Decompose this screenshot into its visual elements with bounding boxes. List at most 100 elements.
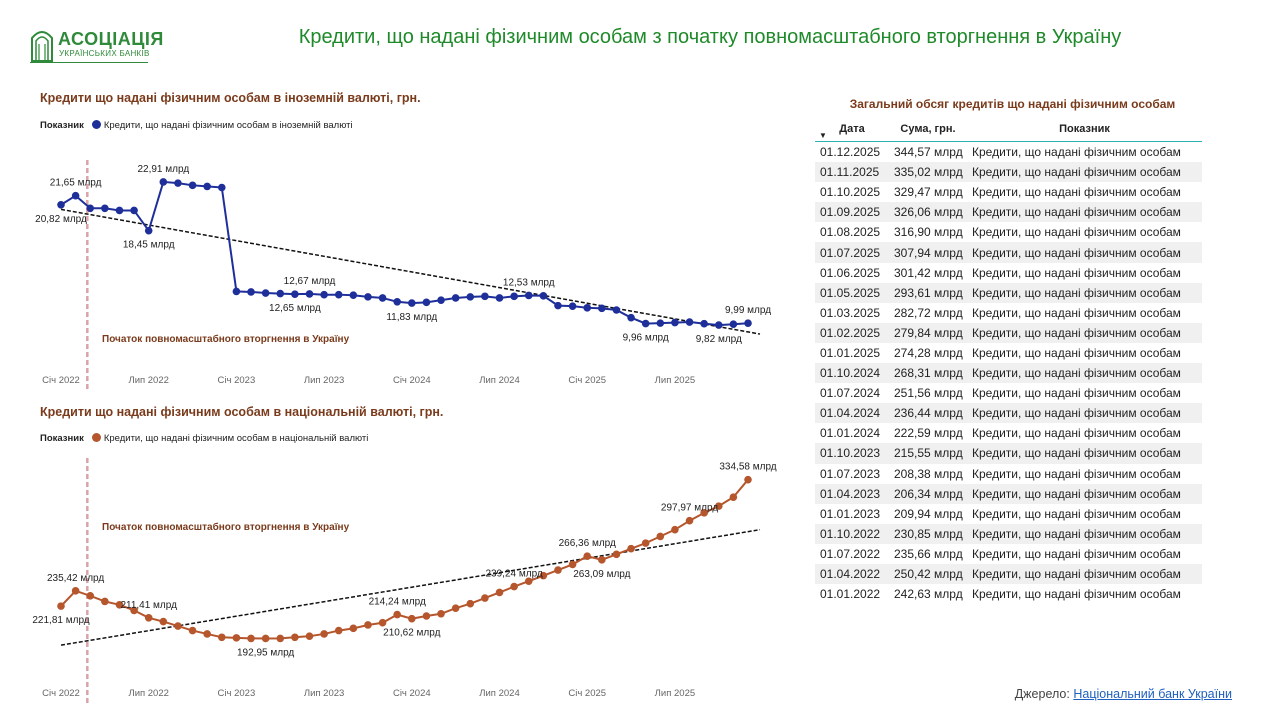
table-row[interactable]: 01.04.2024 236,44 млрд Кредити, що надані … xyxy=(815,403,1202,424)
data-point[interactable] xyxy=(305,632,314,640)
table-row[interactable]: 01.12.2025 344,57 млрд Кредити, що надані … xyxy=(815,142,1202,163)
data-point[interactable] xyxy=(598,556,606,564)
data-point[interactable] xyxy=(217,633,226,642)
data-point[interactable] xyxy=(510,582,518,591)
data-point[interactable] xyxy=(393,297,401,306)
header-sum[interactable]: Сума, грн. xyxy=(900,123,956,135)
data-point[interactable] xyxy=(685,318,694,326)
data-point[interactable] xyxy=(729,493,738,501)
data-point[interactable] xyxy=(378,618,387,627)
data-point[interactable] xyxy=(174,622,182,630)
data-point[interactable] xyxy=(232,287,241,296)
table-row[interactable]: 01.04.2023 206,34 млрд Кредити, що надані … xyxy=(815,483,1202,504)
data-point[interactable] xyxy=(320,290,328,299)
table-row[interactable]: 01.07.2023 208,38 млрд Кредити, що надані … xyxy=(815,464,1202,484)
data-point[interactable] xyxy=(495,294,504,302)
data-point[interactable] xyxy=(393,610,401,619)
data-point[interactable] xyxy=(539,571,548,580)
data-point[interactable] xyxy=(700,509,708,517)
data-point[interactable] xyxy=(714,321,723,329)
data-point[interactable] xyxy=(656,532,665,541)
data-point[interactable] xyxy=(495,588,504,597)
data-point[interactable] xyxy=(671,525,679,534)
data-point[interactable] xyxy=(378,294,387,302)
table-row[interactable]: 01.10.2024 268,31 млрд Кредити, що надані … xyxy=(815,363,1202,384)
data-point[interactable] xyxy=(612,550,621,559)
data-point[interactable] xyxy=(232,634,241,642)
data-point[interactable] xyxy=(320,630,328,638)
data-point[interactable] xyxy=(57,200,65,209)
table-row[interactable]: 01.05.2025 293,61 млрд Кредити, що надані … xyxy=(815,282,1202,303)
table-row[interactable]: 01.01.2022 242,63 млрд Кредити, що надані … xyxy=(815,584,1202,604)
data-point[interactable] xyxy=(261,289,270,297)
data-point[interactable] xyxy=(568,560,577,569)
data-point[interactable] xyxy=(349,624,358,633)
source-link[interactable]: Національний банк України xyxy=(1073,687,1232,701)
data-point[interactable] xyxy=(524,577,533,586)
data-point[interactable] xyxy=(408,299,416,307)
data-point[interactable] xyxy=(86,204,95,213)
data-point[interactable] xyxy=(217,183,226,192)
table-row[interactable]: 01.10.2022 230,85 млрд Кредити, що надані … xyxy=(815,523,1202,544)
data-point[interactable] xyxy=(86,592,95,600)
data-point[interactable] xyxy=(583,552,592,560)
data-point[interactable] xyxy=(130,606,138,615)
data-point[interactable] xyxy=(305,290,314,298)
legend-series-national[interactable]: Кредити, що надані фізичним особам в нац… xyxy=(103,433,369,444)
data-point[interactable] xyxy=(583,304,592,312)
data-point[interactable] xyxy=(71,191,80,200)
data-point[interactable] xyxy=(466,599,475,608)
data-point[interactable] xyxy=(334,290,343,299)
table-row[interactable]: 01.09.2025 326,06 млрд Кредити, що надані … xyxy=(815,202,1202,223)
data-point[interactable] xyxy=(101,204,109,213)
table-row[interactable]: 01.07.2024 251,56 млрд Кредити, що надані … xyxy=(815,383,1202,403)
data-point[interactable] xyxy=(714,502,723,510)
data-point[interactable] xyxy=(115,600,124,609)
data-point[interactable] xyxy=(349,291,358,300)
data-point[interactable] xyxy=(101,597,109,606)
data-point[interactable] xyxy=(641,539,650,547)
data-point[interactable] xyxy=(685,516,694,525)
table-row[interactable]: 01.11.2025 335,02 млрд Кредити, що надані … xyxy=(815,162,1202,183)
data-point[interactable] xyxy=(700,319,708,328)
table-row[interactable]: 01.02.2025 279,84 млрд Кредити, що надані … xyxy=(815,322,1202,343)
data-point[interactable] xyxy=(130,206,138,215)
data-point[interactable] xyxy=(612,306,621,314)
data-point[interactable] xyxy=(524,291,533,300)
table-row[interactable]: 01.04.2022 250,42 млрд Кредити, що надані … xyxy=(815,563,1202,585)
data-point[interactable] xyxy=(71,587,80,595)
data-point[interactable] xyxy=(568,302,577,310)
sort-desc-icon[interactable]: ▼ xyxy=(819,131,827,140)
data-point[interactable] xyxy=(466,293,475,301)
data-point[interactable] xyxy=(203,630,211,638)
data-point[interactable] xyxy=(291,633,299,642)
table-row[interactable]: 01.07.2025 307,94 млрд Кредити, що надані … xyxy=(815,242,1202,263)
data-point[interactable] xyxy=(451,294,460,302)
table-row[interactable]: 01.01.2024 222,59 млрд Кредити, що надані … xyxy=(815,423,1202,443)
data-point[interactable] xyxy=(144,613,153,622)
table-row[interactable]: 01.08.2025 316,90 млрд Кредити, що надані … xyxy=(815,222,1202,242)
data-point[interactable] xyxy=(481,292,489,301)
data-point[interactable] xyxy=(451,604,460,612)
data-point[interactable] xyxy=(481,594,489,602)
header-indicator[interactable]: Показник xyxy=(1059,123,1110,135)
data-point[interactable] xyxy=(364,293,372,301)
data-point[interactable] xyxy=(744,475,752,484)
data-point[interactable] xyxy=(188,626,197,635)
data-point[interactable] xyxy=(57,602,65,610)
data-point[interactable] xyxy=(627,313,635,322)
legend-series-foreign[interactable]: Кредити, що надані фізичним особам в іно… xyxy=(103,120,353,131)
header-date[interactable]: ▼ Дата xyxy=(815,117,889,142)
data-point[interactable] xyxy=(729,320,738,329)
data-point[interactable] xyxy=(364,621,372,629)
data-point[interactable] xyxy=(744,319,752,328)
data-point[interactable] xyxy=(422,612,431,620)
data-point[interactable] xyxy=(276,289,285,298)
data-point[interactable] xyxy=(641,319,650,328)
table-row[interactable]: 01.10.2025 329,47 млрд Кредити, що надані … xyxy=(815,182,1202,202)
data-point[interactable] xyxy=(554,301,562,310)
data-point[interactable] xyxy=(144,226,153,235)
data-point[interactable] xyxy=(598,304,606,313)
data-point[interactable] xyxy=(291,290,299,298)
table-row[interactable]: 01.06.2025 301,42 млрд Кредити, що надані … xyxy=(815,263,1202,283)
